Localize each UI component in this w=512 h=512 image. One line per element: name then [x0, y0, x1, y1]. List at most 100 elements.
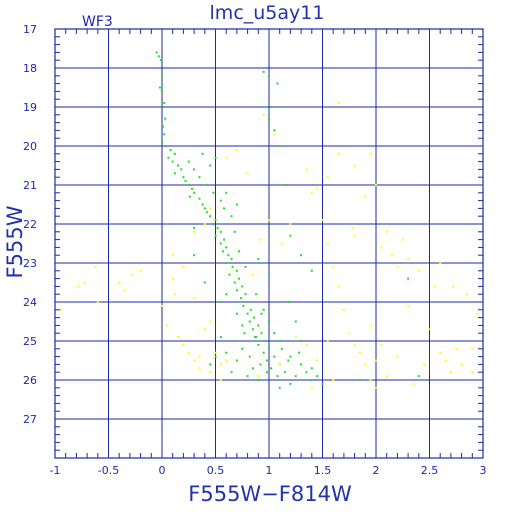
data-point: [96, 301, 99, 303]
data-point: [223, 238, 226, 241]
data-point: [161, 74, 163, 77]
data-point: [326, 176, 329, 179]
data-point: [428, 328, 431, 331]
grid-lines: [54, 28, 484, 458]
data-point: [452, 285, 455, 288]
data-point: [198, 367, 201, 370]
data-point: [188, 195, 191, 198]
data-point: [284, 371, 287, 374]
data-point: [161, 90, 163, 93]
data-point: [209, 363, 212, 366]
y-tick-label: 24: [23, 296, 37, 309]
data-point: [257, 324, 260, 327]
data-point: [230, 215, 233, 218]
data-point: [203, 223, 206, 225]
data-point: [246, 172, 249, 175]
y-tick-labels: 17 18 19 20 21 22 23 24 25 26 27: [23, 23, 37, 426]
data-point: [407, 277, 410, 280]
data-point: [235, 269, 238, 272]
data-point: [255, 336, 258, 339]
data-point: [332, 379, 335, 381]
data-point: [380, 343, 383, 346]
data-point: [230, 258, 233, 261]
data-point: [268, 117, 270, 120]
data-point: [260, 312, 263, 315]
data-point: [289, 355, 292, 358]
data-point: [193, 297, 196, 300]
data-point: [254, 336, 257, 339]
data-point: [316, 375, 319, 378]
y-tick-label: 27: [23, 413, 37, 426]
x-tick-label: 1: [266, 464, 273, 477]
data-point: [157, 55, 160, 58]
data-point: [305, 343, 308, 346]
data-point: [193, 230, 196, 233]
data-point: [214, 355, 217, 358]
data-point: [123, 289, 126, 292]
data-point: [225, 156, 228, 159]
chart-title: lmc_u5ay11: [210, 2, 325, 24]
data-point: [235, 148, 238, 151]
data-point: [77, 285, 80, 288]
data-point: [265, 359, 268, 362]
data-point: [257, 375, 260, 378]
data-point: [262, 351, 265, 354]
data-point: [221, 250, 224, 253]
data-point: [248, 355, 251, 358]
data-point: [219, 230, 222, 233]
data-point: [173, 152, 176, 155]
data-point: [164, 117, 167, 120]
data-point: [471, 347, 474, 350]
data-point: [182, 265, 185, 268]
data-point: [219, 242, 222, 245]
data-point: [251, 273, 254, 276]
data-point: [198, 355, 201, 358]
x-tick-label: 1.5: [314, 464, 332, 477]
data-point: [278, 340, 281, 342]
x-tick-label: -0.5: [98, 464, 119, 477]
data-point: [225, 293, 228, 296]
data-point: [159, 59, 162, 62]
data-point: [193, 226, 196, 229]
data-point: [187, 160, 190, 163]
data-point: [203, 207, 206, 210]
data-point: [214, 156, 217, 159]
data-point: [294, 336, 297, 339]
data-point: [268, 74, 270, 77]
data-point: [337, 102, 340, 105]
data-point: [278, 363, 281, 366]
data-point: [225, 262, 228, 264]
data-point: [235, 289, 238, 292]
data-point: [219, 379, 222, 381]
data-point: [246, 375, 249, 378]
data-point: [444, 359, 447, 362]
data-point: [193, 191, 196, 194]
data-point: [246, 301, 249, 303]
data-point: [321, 219, 324, 222]
data-point: [214, 219, 217, 222]
data-point: [358, 351, 361, 354]
data-point: [190, 187, 193, 190]
data-point: [242, 304, 245, 307]
data-point: [212, 191, 215, 194]
data-point: [212, 223, 215, 225]
data-point: [171, 160, 174, 163]
data-point: [225, 246, 228, 249]
data-point: [276, 375, 279, 378]
x-tick-label: 2.5: [421, 464, 439, 477]
data-point: [241, 324, 244, 327]
data-point: [300, 254, 303, 257]
data-point: [219, 336, 222, 339]
data-point: [187, 351, 190, 354]
plot-frame: [54, 28, 484, 459]
data-point: [201, 152, 204, 155]
data-point: [310, 386, 313, 389]
data-point: [244, 265, 247, 268]
data-point: [251, 328, 254, 331]
data-point: [225, 359, 228, 362]
data-point: [257, 379, 260, 381]
data-point: [193, 359, 196, 362]
data-point: [173, 293, 176, 296]
y-tick-label: 25: [23, 335, 37, 348]
